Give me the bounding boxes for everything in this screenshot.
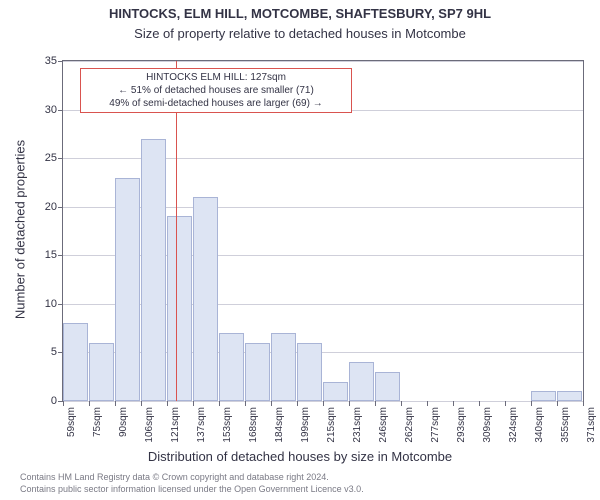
histogram-bar <box>271 333 296 401</box>
xtick-mark <box>219 401 220 406</box>
xtick-label: 340sqm <box>534 407 545 443</box>
ytick-mark <box>58 207 63 208</box>
ytick-mark <box>58 61 63 62</box>
histogram-bar <box>245 343 270 401</box>
xtick-label: 106sqm <box>144 407 155 443</box>
xtick-mark <box>297 401 298 406</box>
xtick-label: 59sqm <box>66 407 77 437</box>
xtick-label: 309sqm <box>482 407 493 443</box>
xtick-mark <box>167 401 168 406</box>
histogram-bar <box>167 216 192 401</box>
xtick-label: 137sqm <box>196 407 207 443</box>
xtick-mark <box>401 401 402 406</box>
footer-attribution: Contains HM Land Registry data © Crown c… <box>20 472 364 495</box>
chart-title-sub: Size of property relative to detached ho… <box>0 26 600 41</box>
xtick-label: 355sqm <box>560 407 571 443</box>
xtick-label: 199sqm <box>300 407 311 443</box>
histogram-bar <box>323 382 348 401</box>
ytick-label: 20 <box>45 201 57 213</box>
y-axis-label: Number of detached properties <box>13 130 28 330</box>
histogram-bar <box>115 178 140 401</box>
chart-title-main: HINTOCKS, ELM HILL, MOTCOMBE, SHAFTESBUR… <box>0 6 600 21</box>
histogram-bar <box>297 343 322 401</box>
xtick-mark <box>583 401 584 406</box>
xtick-mark <box>505 401 506 406</box>
xtick-label: 293sqm <box>456 407 467 443</box>
histogram-bar <box>557 391 582 401</box>
xtick-label: 168sqm <box>248 407 259 443</box>
ytick-mark <box>58 255 63 256</box>
chart-container: HINTOCKS, ELM HILL, MOTCOMBE, SHAFTESBUR… <box>0 0 600 500</box>
histogram-bar <box>89 343 114 401</box>
xtick-mark <box>349 401 350 406</box>
annotation-line-2: ← 51% of detached houses are smaller (71… <box>85 84 347 97</box>
xtick-mark <box>63 401 64 406</box>
xtick-label: 184sqm <box>274 407 285 443</box>
xtick-mark <box>115 401 116 406</box>
xtick-label: 75sqm <box>92 407 103 437</box>
ytick-label: 25 <box>45 152 57 164</box>
histogram-bar <box>531 391 556 401</box>
annotation-box: HINTOCKS ELM HILL: 127sqm← 51% of detach… <box>80 68 352 113</box>
ytick-mark <box>58 158 63 159</box>
ytick-label: 30 <box>45 104 57 116</box>
histogram-bar <box>375 372 400 401</box>
histogram-bar <box>141 139 166 401</box>
xtick-label: 231sqm <box>352 407 363 443</box>
xtick-mark <box>453 401 454 406</box>
annotation-line-1: HINTOCKS ELM HILL: 127sqm <box>85 71 347 84</box>
xtick-label: 262sqm <box>404 407 415 443</box>
xtick-label: 215sqm <box>326 407 337 443</box>
xtick-mark <box>531 401 532 406</box>
xtick-label: 90sqm <box>118 407 129 437</box>
xtick-mark <box>271 401 272 406</box>
gridline <box>63 61 583 62</box>
xtick-label: 277sqm <box>430 407 441 443</box>
xtick-mark <box>89 401 90 406</box>
ytick-label: 0 <box>51 395 57 407</box>
histogram-bar <box>193 197 218 401</box>
annotation-line-3: 49% of semi-detached houses are larger (… <box>85 97 347 110</box>
footer-line-2: Contains public sector information licen… <box>20 484 364 496</box>
histogram-bar <box>349 362 374 401</box>
ytick-mark <box>58 304 63 305</box>
xtick-label: 153sqm <box>222 407 233 443</box>
ytick-label: 10 <box>45 298 57 310</box>
xtick-mark <box>479 401 480 406</box>
xtick-mark <box>375 401 376 406</box>
footer-line-1: Contains HM Land Registry data © Crown c… <box>20 472 364 484</box>
x-axis-label: Distribution of detached houses by size … <box>0 449 600 464</box>
xtick-mark <box>323 401 324 406</box>
ytick-label: 15 <box>45 249 57 261</box>
xtick-mark <box>245 401 246 406</box>
histogram-bar <box>219 333 244 401</box>
xtick-label: 246sqm <box>378 407 389 443</box>
ytick-label: 5 <box>51 346 57 358</box>
xtick-label: 371sqm <box>586 407 597 443</box>
histogram-bar <box>63 323 88 401</box>
xtick-mark <box>141 401 142 406</box>
xtick-label: 324sqm <box>508 407 519 443</box>
xtick-mark <box>193 401 194 406</box>
xtick-mark <box>427 401 428 406</box>
xtick-label: 121sqm <box>170 407 181 443</box>
ytick-mark <box>58 110 63 111</box>
ytick-label: 35 <box>45 55 57 67</box>
xtick-mark <box>557 401 558 406</box>
